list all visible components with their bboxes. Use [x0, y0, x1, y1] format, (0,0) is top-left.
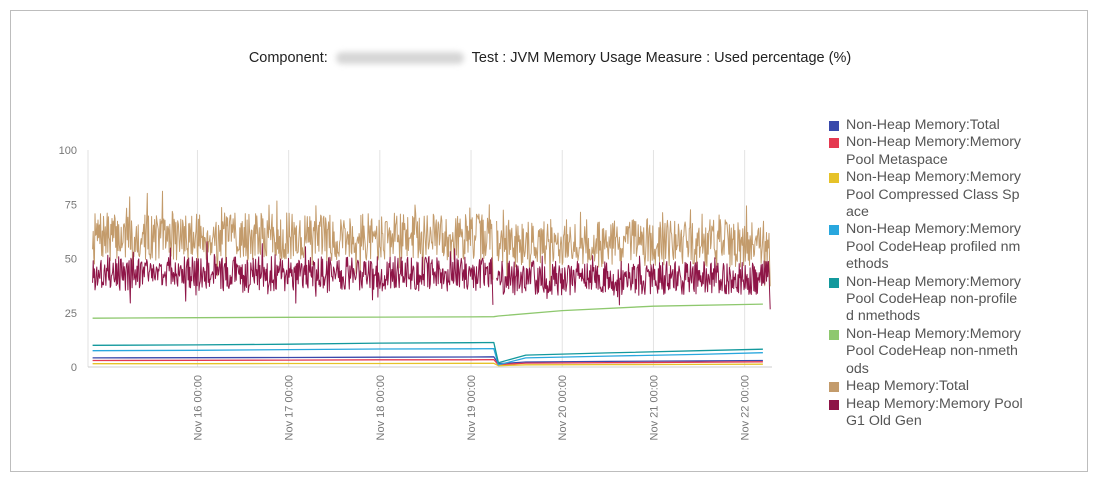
- legend-item[interactable]: Heap Memory:Memory Pool G1 Old Gen: [829, 396, 1024, 431]
- series-heap-memory-memory-pool-g1-old-gen-line: [496, 255, 771, 310]
- x-tick-label: Nov 19 00:00: [466, 375, 478, 440]
- chart-title: Component: Test : JVM Memory Usage Measu…: [0, 50, 1100, 66]
- y-tick-label: 75: [65, 199, 77, 211]
- legend-label: Non-Heap Memory:Memory Pool Compressed C…: [846, 169, 1022, 221]
- legend-swatch: [829, 399, 839, 410]
- legend-swatch: [829, 277, 839, 288]
- chart-title-suffix: Test : JVM Memory Usage Measure : Used p…: [471, 50, 852, 66]
- legend-label: Non-Heap Memory:Memory Pool CodeHeap non…: [846, 325, 1022, 377]
- legend-item[interactable]: Non-Heap Memory:Memory Pool CodeHeap non…: [829, 326, 1024, 378]
- legend-swatch: [829, 173, 839, 184]
- legend-item[interactable]: Non-Heap Memory:Memory Pool Metaspace: [829, 134, 1024, 169]
- legend-item[interactable]: Non-Heap Memory:Memory Pool Compressed C…: [829, 169, 1024, 221]
- legend-swatch: [829, 225, 839, 236]
- legend-item[interactable]: Non-Heap Memory:Total: [829, 117, 1024, 134]
- chart-title-prefix: Component:: [248, 50, 328, 66]
- legend-label: Heap Memory:Memory Pool G1 Old Gen: [846, 395, 1023, 429]
- y-tick-label: 0: [71, 362, 77, 374]
- legend-item[interactable]: Non-Heap Memory:Memory Pool CodeHeap pro…: [829, 221, 1024, 273]
- x-tick-label: Nov 16 00:00: [192, 375, 204, 440]
- x-tick-label: Nov 18 00:00: [375, 375, 387, 440]
- series-non-heap-memory-memory-pool-metaspace-line: [92, 358, 763, 366]
- legend-item[interactable]: Heap Memory:Total: [829, 378, 1024, 395]
- series-non-heap-memory-total-line: [92, 356, 763, 365]
- legend-swatch: [829, 382, 839, 393]
- y-tick-label: 50: [65, 254, 77, 266]
- series-non-heap-memory-memory-pool-codeheap-non-profiled-nmethods-line: [92, 341, 763, 364]
- series-non-heap-memory-memory-pool-codeheap-non-nmethods-line: [92, 303, 763, 319]
- legend-swatch: [829, 329, 839, 340]
- redacted-component-name: [335, 52, 464, 65]
- legend-label: Non-Heap Memory:Memory Pool CodeHeap non…: [846, 273, 1022, 325]
- legend-swatch: [829, 121, 839, 131]
- legend-item[interactable]: Non-Heap Memory:Memory Pool CodeHeap non…: [829, 274, 1024, 326]
- y-tick-label: 25: [65, 308, 77, 320]
- series-heap-memory-total-line: [496, 205, 771, 288]
- x-tick-label: Nov 17 00:00: [284, 375, 296, 440]
- legend-label: Non-Heap Memory:Total: [846, 117, 1000, 133]
- series-non-heap-memory-memory-pool-compressed-class-space-line: [92, 362, 763, 367]
- x-tick-label: Nov 22 00:00: [740, 375, 752, 440]
- legend-label: Non-Heap Memory:Memory Pool Metaspace: [846, 134, 1022, 168]
- legend-label: Heap Memory:Total: [846, 378, 970, 395]
- series-non-heap-memory-memory-pool-codeheap-profiled-nmethods-line: [92, 347, 763, 366]
- y-tick-label: 100: [59, 145, 77, 157]
- x-tick-label: Nov 20 00:00: [557, 375, 569, 440]
- chart-legend: Non-Heap Memory:Total Non-Heap Memory:Mem…: [829, 117, 1024, 430]
- series-heap-memory-memory-pool-g1-old-gen-line: [92, 241, 494, 305]
- series-heap-memory-total-line: [92, 190, 494, 280]
- x-tick-label: Nov 21 00:00: [648, 375, 660, 440]
- legend-label: Non-Heap Memory:Memory Pool CodeHeap pro…: [846, 221, 1022, 273]
- legend-swatch: [829, 138, 839, 149]
